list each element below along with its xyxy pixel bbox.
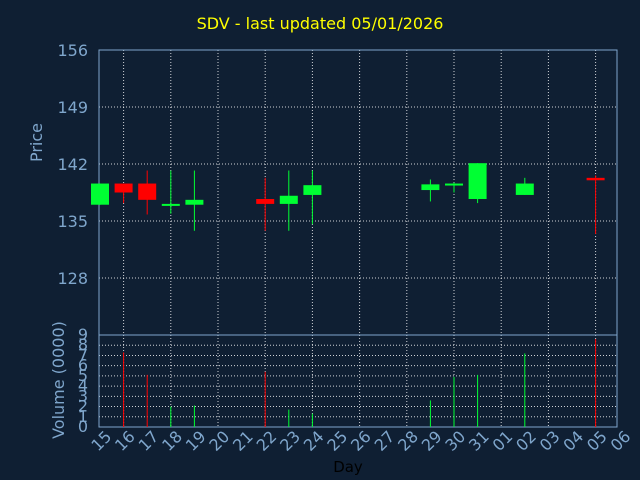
candle-body [515,183,534,195]
volume-tick-label: 8 [78,335,88,354]
candle-body [279,195,298,204]
volume-tick-label: 4 [78,376,88,395]
x-tick-label: 06 [607,427,635,455]
candle-body [256,199,275,204]
volume-tick-label: 9 [78,325,88,344]
candle-body [303,185,322,195]
candle-body [445,183,463,186]
volume-tick-label: 0 [78,417,88,436]
volume-tick-label: 6 [78,356,88,375]
price-axis-label: Price [27,123,46,162]
chart-title: SDV - last updated 05/01/2026 [196,14,444,33]
candle-body [468,163,487,200]
volume-tick-label: 7 [78,345,88,364]
candle-body [421,184,440,191]
volume-axis-label: Volume (0000) [49,321,68,439]
volume-tick-label: 3 [78,386,88,405]
price-tick-label: 156 [57,41,88,60]
x-axis-label: Day [333,458,363,476]
price-tick-label: 128 [57,269,88,288]
candle-body [161,203,180,206]
volume-tick-label: 5 [78,366,88,385]
candle-body [185,199,204,205]
volume-panel-frame [98,334,618,428]
candle-body [91,183,109,205]
price-tick-label: 142 [57,155,88,174]
price-panel-frame [98,49,618,336]
price-tick-label: 135 [57,212,88,231]
candle-body [138,183,157,200]
price-tick-label: 149 [57,98,88,117]
candle-body [586,177,605,181]
candle-body [114,183,133,193]
volume-tick-label: 1 [78,407,88,426]
volume-tick-label: 2 [78,397,88,416]
